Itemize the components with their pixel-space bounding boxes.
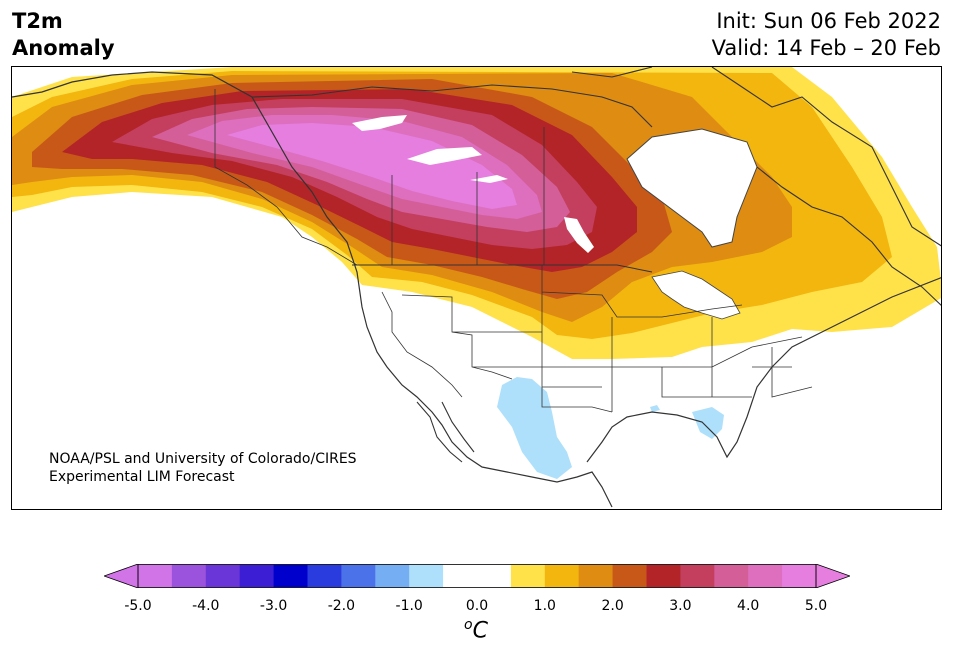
colorbar-tick-label: 0.0 bbox=[465, 598, 489, 614]
coastline-gulf bbox=[586, 277, 941, 463]
credit-line-2: Experimental LIM Forecast bbox=[49, 469, 235, 485]
colorbar-segment bbox=[646, 564, 681, 588]
lake-winnipeg bbox=[564, 217, 594, 253]
anomaly-map: NOAA/PSL and University of Colorado/CIRE… bbox=[11, 66, 942, 510]
colorbar-outline bbox=[137, 564, 817, 588]
map-canvas bbox=[12, 67, 941, 509]
coastline-baja bbox=[416, 401, 475, 463]
hudson-bay bbox=[626, 128, 758, 248]
great-bear-lake bbox=[407, 147, 482, 165]
colorbar-segments bbox=[138, 564, 817, 588]
colorbar-tick-label: -4.0 bbox=[192, 598, 220, 614]
forecast-dates: Init: Sun 06 Feb 2022 Valid: 14 Feb – 20… bbox=[712, 8, 941, 62]
title-variable-line2: Anomaly bbox=[12, 36, 115, 60]
colorbar-ticks: -5.0 -4.0 -3.0 -2.0 -1.0 0.0 1.0 2.0 3.0 4.0 5.0 bbox=[0, 598, 953, 618]
admin-borders bbox=[214, 89, 813, 413]
coastline-north-america bbox=[12, 71, 613, 508]
colorbar-tick-label: 2.0 bbox=[601, 598, 624, 614]
colorbar-tick-label: -5.0 bbox=[124, 598, 152, 614]
init-date: Init: Sun 06 Feb 2022 bbox=[716, 9, 941, 33]
credit-line-1: NOAA/PSL and University of Colorado/CIRE… bbox=[49, 451, 357, 467]
title-variable-line1: T2m bbox=[12, 9, 63, 33]
colorbar-tick-label: 5.0 bbox=[804, 598, 828, 614]
colorbar-unit: oC bbox=[464, 617, 488, 643]
unit-base: C bbox=[472, 618, 488, 644]
cool-anomaly-southwest bbox=[497, 377, 572, 479]
colorbar-segment bbox=[273, 564, 308, 588]
colorbar-under-arrow bbox=[104, 564, 139, 588]
colorbar-segment bbox=[443, 564, 478, 588]
colorbar-segment bbox=[239, 564, 275, 588]
great-slave-lake bbox=[352, 115, 407, 131]
lake-athabasca bbox=[470, 175, 508, 183]
colorbar-segment bbox=[748, 564, 783, 588]
colorbar-segment bbox=[578, 564, 614, 588]
colorbar-tick-label: -1.0 bbox=[395, 598, 423, 614]
colorbar-segment bbox=[138, 564, 173, 588]
colorbar-segment bbox=[171, 564, 207, 588]
colorbar-tick-label: 3.0 bbox=[669, 598, 692, 614]
colorbar-tick-label: 4.0 bbox=[737, 598, 760, 614]
unit-superscript: o bbox=[464, 617, 473, 633]
map-title: T2m Anomaly bbox=[12, 8, 115, 62]
colorbar-segment bbox=[375, 564, 410, 588]
cool-anomaly-southeast bbox=[692, 407, 724, 439]
colorbar-segment bbox=[409, 564, 444, 588]
credit-text: NOAA/PSL and University of Colorado/CIRE… bbox=[49, 450, 357, 486]
colorbar-segment bbox=[510, 564, 546, 588]
colorbar-over-arrow bbox=[815, 564, 850, 588]
colorbar-tick-label: -3.0 bbox=[259, 598, 288, 614]
colorbar-segment bbox=[205, 564, 241, 588]
colorbar-segment bbox=[307, 564, 342, 588]
us-canada-border bbox=[352, 264, 653, 273]
great-lakes bbox=[651, 270, 741, 320]
colorbar-segment bbox=[341, 564, 376, 588]
colorbar-segment bbox=[782, 564, 817, 588]
colorbar-segment bbox=[714, 564, 749, 588]
colorbar-tick-label: -2.0 bbox=[327, 598, 356, 614]
colorbar-segment bbox=[544, 564, 580, 588]
valid-date: Valid: 14 Feb – 20 Feb bbox=[711, 36, 941, 60]
anomaly-contour-4.5 bbox=[227, 123, 517, 209]
coastline-arctic bbox=[251, 67, 941, 247]
coastline-labrador bbox=[756, 166, 941, 306]
colorbar-segment bbox=[477, 564, 512, 588]
cool-anomaly-small bbox=[650, 405, 660, 412]
colorbar bbox=[104, 564, 850, 588]
colorbar-segment bbox=[680, 564, 715, 588]
colorbar-segment bbox=[612, 564, 647, 588]
colorbar-tick-label: 1.0 bbox=[533, 598, 556, 614]
